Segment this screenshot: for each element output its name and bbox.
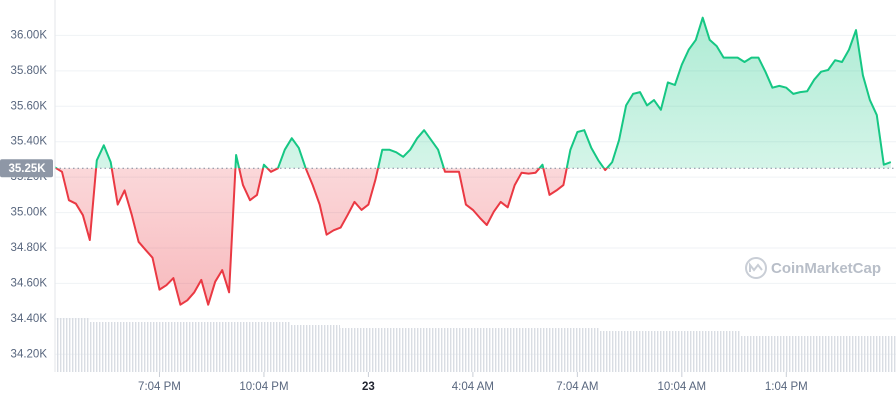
volume-bars (56, 318, 896, 372)
y-tick-label: 34.60K (11, 277, 48, 289)
plot (55, 16, 896, 306)
watermark-text: CoinMarketCap (771, 260, 881, 277)
y-tick-label: 34.20K (11, 348, 48, 360)
x-tick-label: 10:04 PM (239, 381, 288, 393)
baseline-badge (0, 159, 53, 178)
y-tick-label: 34.40K (11, 313, 48, 325)
x-tick-label: 23 (362, 381, 375, 393)
watermark: CoinMarketCap (745, 257, 881, 279)
price-line-above (55, 16, 892, 169)
y-tick-label: 34.80K (11, 242, 48, 254)
watermark-logo (745, 257, 767, 279)
baseline-label: 35.25K (8, 163, 46, 175)
y-tick-label: 35.80K (11, 65, 48, 77)
x-tick-label: 4:04 AM (452, 381, 494, 393)
y-tick-label: 35.60K (11, 100, 48, 112)
y-tick-label: 36.00K (11, 29, 48, 41)
y-tick-label: 35.40K (11, 136, 48, 148)
x-tick-label: 10:04 AM (658, 381, 707, 393)
price-line-below (55, 168, 609, 306)
area-above (55, 17, 891, 169)
watermark-logo-mark (749, 262, 763, 272)
area-below (55, 168, 891, 305)
x-tick-label: 7:04 AM (556, 381, 598, 393)
axes: 34.20K34.40K34.60K34.80K35.00K35.20K35.4… (0, 0, 808, 393)
x-tick-label: 1:04 PM (765, 381, 808, 393)
y-tick-label: 35.00K (11, 207, 48, 219)
x-tick-label: 7:04 PM (138, 381, 181, 393)
